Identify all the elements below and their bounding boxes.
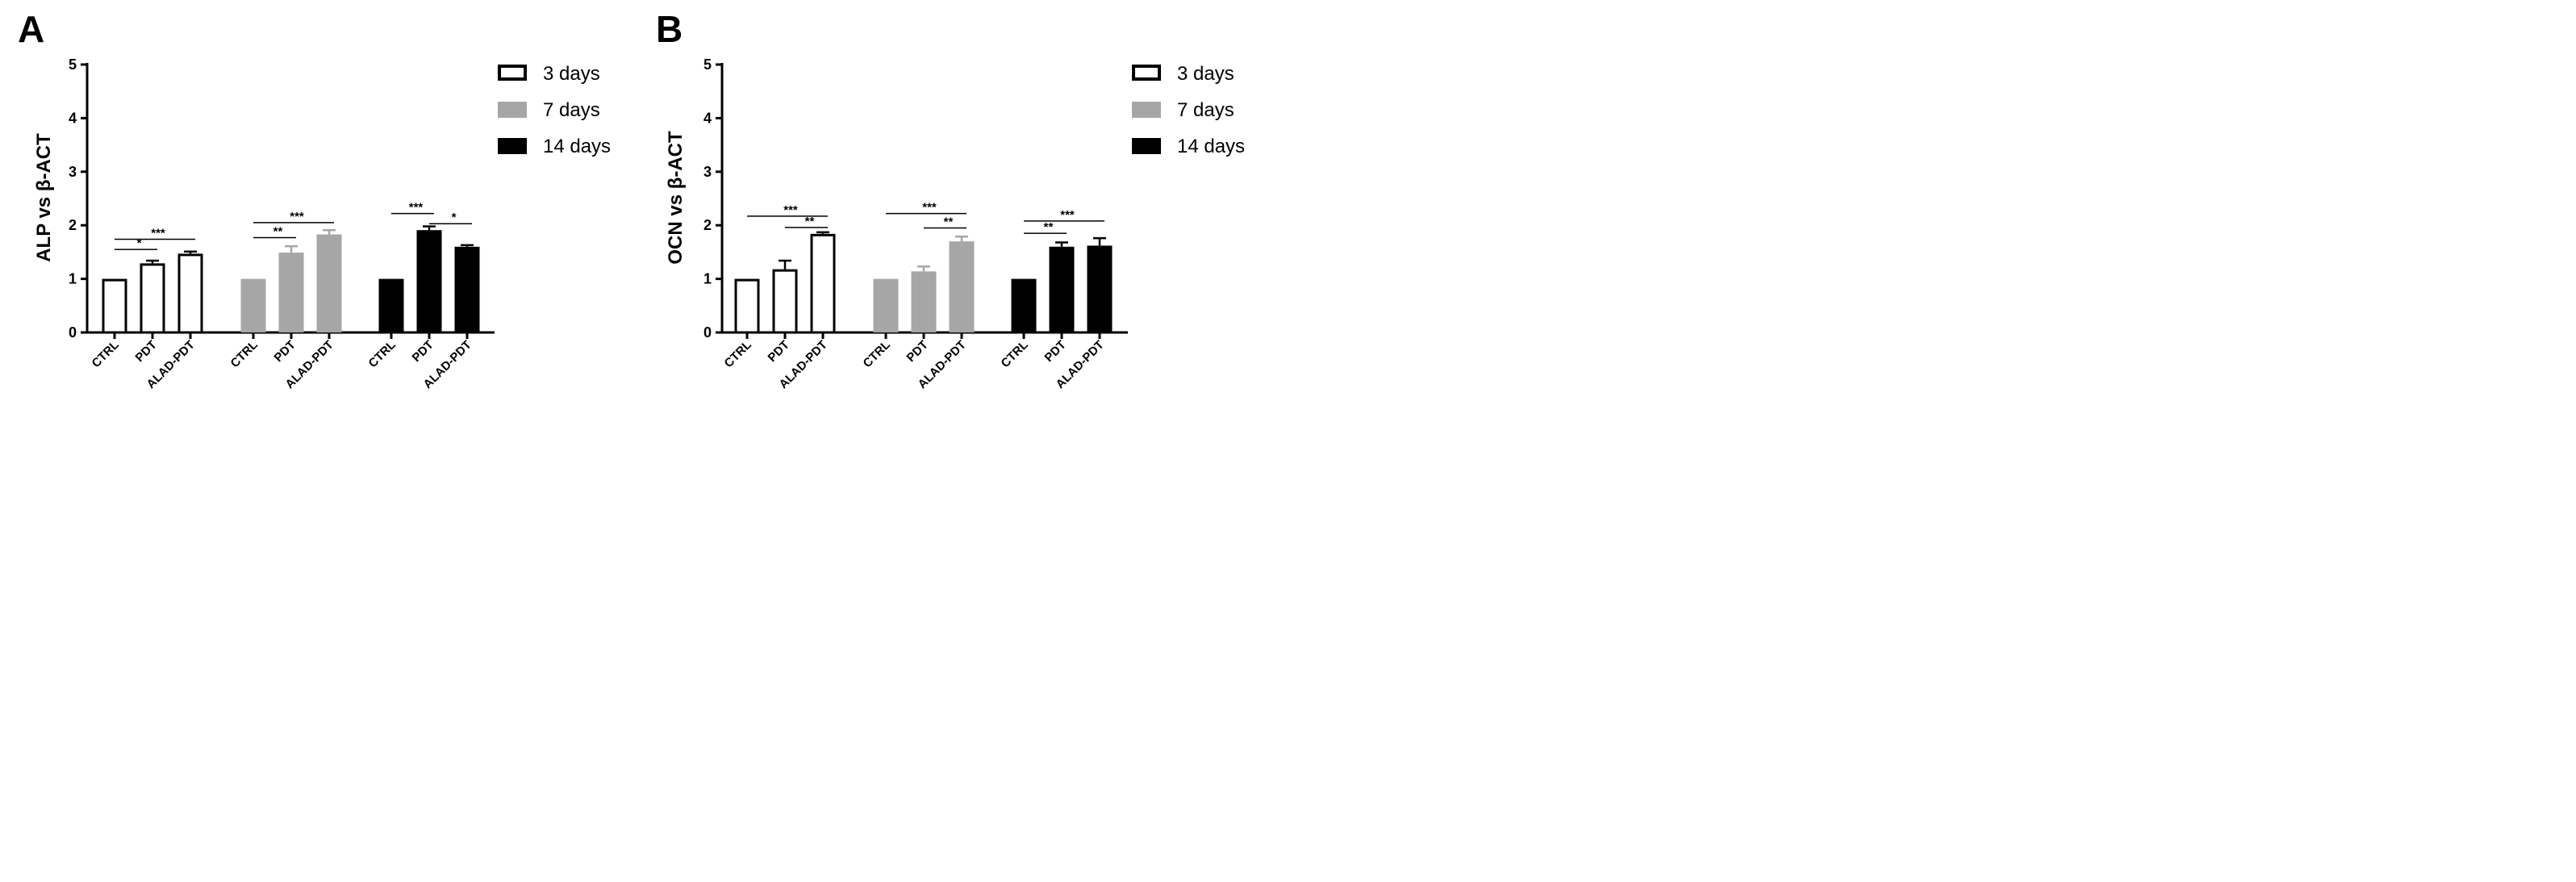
significance-label: *** [1060,208,1075,222]
x-tick-label: CTRL [999,338,1031,370]
bar-ctrl-3-days [102,278,127,334]
legend-entry-7-days: 7 days [1132,99,1234,121]
legend-b: 3 days 7 days 14 days [1132,63,1245,157]
bar-alad-pdt-14-days [1087,245,1113,332]
x-tick-label: CTRL [861,338,893,370]
x-tick-label: CTRL [228,338,261,370]
legend-swatch-7-days [498,102,527,118]
panel-letter-a: A [18,8,44,50]
significance-label: *** [783,203,798,217]
y-tick-label: 0 [69,324,77,341]
y-tick-label: 5 [703,56,712,73]
y-tick-label: 2 [703,217,712,233]
significance-label: * [137,236,142,250]
y-tick-label: 3 [69,164,77,180]
bar-pdt-3-days [772,269,798,334]
bar-pdt-14-days [1049,246,1075,332]
x-tick-label: CTRL [90,338,122,370]
y-tick-label: 1 [703,271,712,287]
legend-label-7-days: 7 days [1177,99,1234,121]
significance-label: ** [805,215,815,228]
x-tick-label: CTRL [366,338,399,370]
x-tick-label: PDT [766,338,792,365]
legend-entry-14-days: 14 days [498,136,611,157]
legend-swatch-14-days [498,138,527,154]
y-axis-label-b: OCN vs β-ACT [665,131,687,265]
bar-pdt-14-days [416,230,442,332]
x-tick-label: PDT [133,338,160,365]
y-tick-label: 4 [703,110,712,126]
bar-alad-pdt-14-days [454,246,480,332]
bar-alad-pdt-3-days [810,233,836,334]
y-tick-label: 3 [703,164,712,180]
panel-letter-b: B [656,8,683,50]
significance-label: ** [1044,220,1054,234]
bar-ctrl-14-days [1011,278,1037,332]
legend-entry-3-days: 3 days [498,63,600,85]
y-tick-label: 4 [69,110,77,126]
bar-pdt-7-days [911,271,937,332]
significance-label: *** [151,226,165,240]
x-tick-label: PDT [1042,338,1069,365]
panel-a: A ALP vs β-ACT 3 days 7 days 14 days 0 1 2… [18,8,611,391]
y-tick-label: 5 [69,56,77,73]
bar-ctrl-14-days [378,278,404,332]
bar-pdt-7-days [278,253,304,332]
legend-label-14-days: 14 days [1177,136,1245,157]
legend-label-3-days: 3 days [543,63,600,85]
legend-label-14-days: 14 days [543,136,611,157]
bar-alad-pdt-7-days [316,234,342,332]
significance-label: *** [922,201,937,215]
bar-alad-pdt-7-days [949,241,975,332]
bar-ctrl-7-days [240,278,266,332]
x-tick-label: PDT [272,338,299,365]
significance-label: * [452,211,457,224]
legend-label-7-days: 7 days [543,99,600,121]
x-tick-label: PDT [904,338,931,365]
y-axis-label-a: ALP vs β-ACT [33,133,55,262]
figure: A ALP vs β-ACT 3 days 7 days 14 days 0 1 2… [0,0,1265,438]
bar-alad-pdt-3-days [177,253,203,334]
significance-label: ** [944,215,954,229]
legend-swatch-7-days [1132,102,1161,118]
y-tick-label: 2 [69,217,77,233]
legend-swatch-3-days [498,65,527,81]
legend-swatch-3-days [1132,65,1161,81]
legend-label-3-days: 3 days [1177,63,1234,85]
bar-pdt-3-days [140,263,165,334]
panel-b: B OCN vs β-ACT 3 days 7 days 14 days 0 1 2… [656,8,1245,391]
y-tick-label: 0 [703,324,712,341]
figure-svg: A ALP vs β-ACT 3 days 7 days 14 days 0 1 2… [18,8,1245,391]
legend-swatch-14-days [1132,138,1161,154]
significance-label: *** [409,201,424,215]
significance-label: ** [273,224,283,238]
legend-a: 3 days 7 days 14 days [498,63,611,157]
legend-entry-3-days: 3 days [1132,63,1234,85]
y-tick-label: 1 [69,271,77,287]
legend-entry-14-days: 14 days [1132,136,1245,157]
x-tick-label: PDT [410,338,436,365]
x-tick-label: CTRL [722,338,754,370]
bar-ctrl-3-days [734,278,760,334]
legend-entry-7-days: 7 days [498,99,600,121]
significance-label: *** [290,210,304,224]
bar-ctrl-7-days [873,278,899,332]
